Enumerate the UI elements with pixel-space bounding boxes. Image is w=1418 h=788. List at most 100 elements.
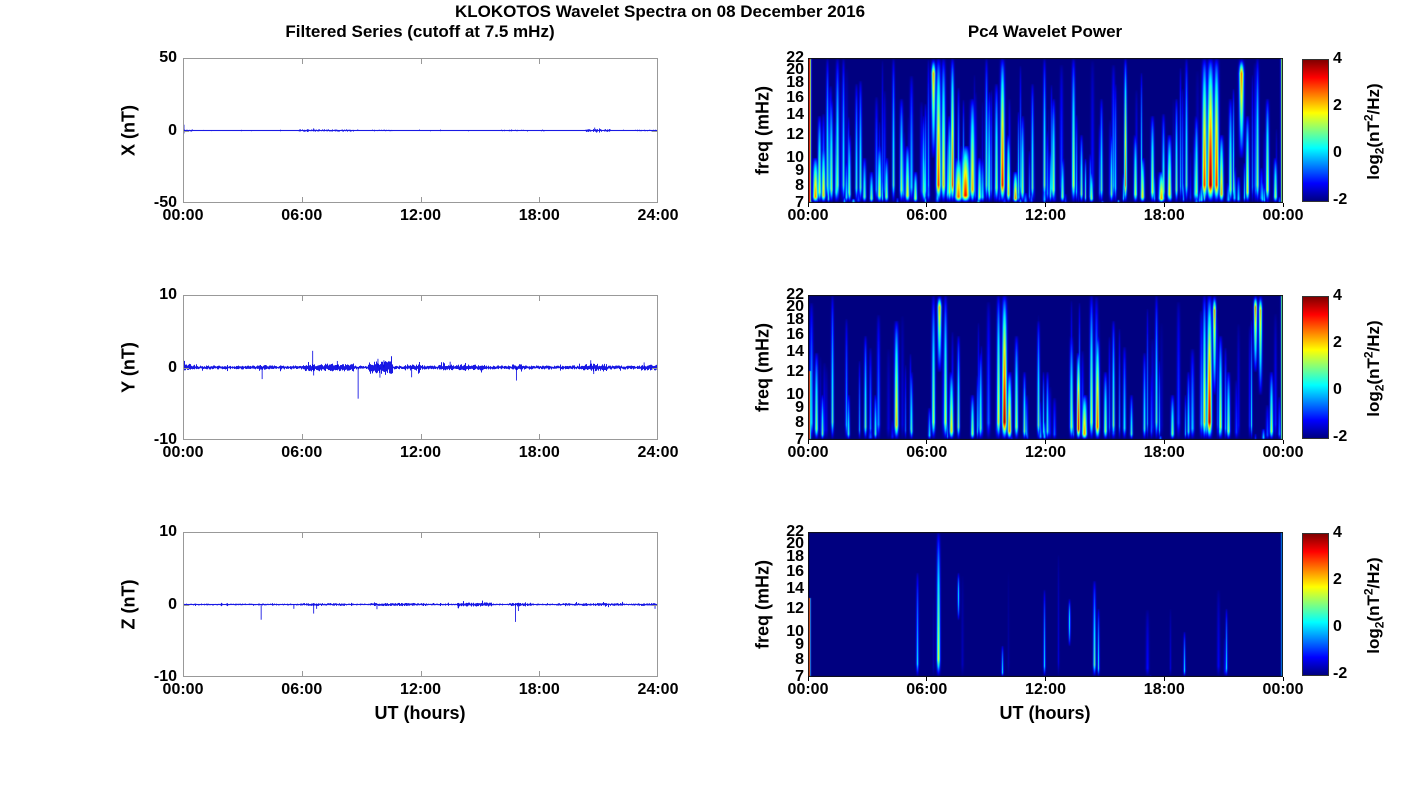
colorbar-tick-label: 4: [1333, 50, 1342, 67]
colorbar-label-part: 2: [1372, 147, 1387, 154]
freq-tick-label: 20: [786, 535, 804, 553]
x-tick-label: 00:00: [1262, 681, 1304, 698]
y-tick-label: -10: [153, 668, 177, 685]
ts-x-plot: [183, 58, 658, 203]
y-axis-label: Z (nT): [118, 579, 139, 629]
ts-y-plot: [183, 295, 658, 440]
x-tick-label: 18:00: [518, 207, 560, 224]
freq-tick-label: 9: [795, 399, 804, 417]
colorbar-tick-label: 2: [1333, 97, 1342, 114]
wavelet-y-heatmap: [808, 295, 1283, 440]
colorbar-tick-label: -2: [1333, 428, 1348, 445]
y-tick-label: 0: [168, 358, 177, 376]
x-tick-label: 06:00: [906, 681, 948, 698]
freq-tick-label: 10: [786, 385, 804, 403]
x-tick-label: 06:00: [281, 207, 323, 224]
y-axis-label: X (nT): [118, 104, 139, 156]
freq-axis-label: freq (mHz): [752, 559, 773, 649]
freq-tick-label: 22: [786, 286, 804, 303]
colorbar-label-part: log: [1364, 153, 1384, 180]
freq-tick-label: 16: [786, 563, 804, 581]
colorbar-wavelet-x: [1302, 59, 1329, 202]
freq-tick-label: 20: [786, 61, 804, 79]
wavelet-z-heatmap: [808, 532, 1283, 677]
y-tick-label: 10: [159, 286, 177, 303]
x-tick-label: 24:00: [637, 681, 679, 698]
x-tick-mark: [1045, 203, 1046, 207]
y-tick-label: 0: [168, 121, 177, 139]
freq-tick-label: 8: [795, 651, 804, 669]
colorbar-tick-label: 4: [1333, 287, 1342, 304]
y-tick-label: 50: [159, 49, 177, 66]
left-column-title: Filtered Series (cutoff at 7.5 mHz): [285, 22, 555, 41]
x-tick-label: 12:00: [1025, 207, 1066, 224]
colorbar-tick-label: -2: [1333, 191, 1348, 208]
x-tick-label: 12:00: [400, 207, 441, 224]
freq-tick-label: 16: [786, 326, 804, 344]
freq-tick-label: 14: [786, 580, 804, 598]
x-tick-label: 06:00: [906, 207, 948, 224]
y-axis-label: Y (nT): [118, 341, 139, 393]
right-x-axis-label: UT (hours): [999, 703, 1091, 723]
x-tick-label: 18:00: [1143, 207, 1185, 224]
colorbar-label-part: /Hz): [1364, 556, 1384, 588]
x-tick-label: 00:00: [162, 681, 204, 698]
x-tick-label: 06:00: [281, 444, 323, 461]
x-tick-mark: [807, 203, 809, 207]
colorbar-label-part: 2: [1361, 587, 1376, 595]
freq-tick-label: 10: [786, 622, 804, 640]
figure-title: KLOKOTOS Wavelet Spectra on 08 December …: [454, 2, 866, 21]
x-tick-label: 18:00: [1143, 444, 1185, 461]
freq-tick-label: 7: [795, 431, 804, 448]
colorbar-tick-label: -2: [1333, 665, 1348, 682]
x-tick-label: 00:00: [787, 444, 829, 461]
x-tick-label: 00:00: [162, 444, 204, 461]
x-tick-label: 12:00: [1025, 681, 1066, 698]
colorbar-tick-label: 0: [1333, 381, 1342, 398]
left-x-axis-label: UT (hours): [374, 703, 466, 723]
colorbar-tick-label: 0: [1333, 144, 1342, 161]
x-tick-label: 00:00: [162, 207, 204, 224]
x-tick-label: 18:00: [518, 681, 560, 698]
x-tick-mark: [926, 203, 928, 207]
freq-tick-label: 22: [786, 523, 804, 540]
x-tick-mark: [1163, 677, 1165, 681]
colorbar-tick-label: 4: [1333, 524, 1342, 541]
x-tick-label: 18:00: [1143, 681, 1185, 698]
x-tick-mark: [1282, 440, 1284, 444]
colorbar-label-part: (nT: [1364, 120, 1384, 148]
colorbar-label-part: log: [1364, 390, 1384, 417]
x-tick-label: 00:00: [1262, 444, 1304, 461]
x-tick-mark: [1282, 203, 1284, 207]
x-tick-mark: [807, 440, 809, 444]
freq-tick-label: 7: [795, 194, 804, 211]
colorbar-wavelet-y: [1302, 296, 1329, 439]
freq-axis-label: freq (mHz): [752, 85, 773, 175]
x-tick-mark: [807, 677, 809, 681]
y-tick-label: 10: [159, 523, 177, 540]
colorbar-label-part: (nT: [1364, 594, 1384, 622]
freq-tick-label: 7: [795, 668, 804, 685]
y-tick-label: 0: [168, 595, 177, 613]
freq-tick-label: 22: [786, 49, 804, 66]
right-column-title: Pc4 Wavelet Power: [967, 22, 1123, 41]
colorbar-label-part: 2: [1361, 113, 1376, 121]
freq-tick-label: 9: [795, 162, 804, 180]
freq-tick-label: 16: [786, 89, 804, 107]
freq-tick-label: 18: [786, 311, 804, 329]
x-tick-mark: [1163, 440, 1165, 444]
x-tick-mark: [926, 677, 928, 681]
colorbar-tick-label: 2: [1333, 571, 1342, 588]
x-tick-label: 12:00: [400, 681, 441, 698]
freq-tick-label: 18: [786, 74, 804, 92]
colorbar-tick-label: 2: [1333, 334, 1342, 351]
x-tick-label: 06:00: [906, 444, 948, 461]
x-tick-mark: [1045, 677, 1046, 681]
x-tick-mark: [1045, 440, 1046, 444]
freq-tick-label: 14: [786, 106, 804, 124]
x-tick-label: 12:00: [1025, 444, 1066, 461]
colorbar-axis-label: log2(nT2/Hz): [1361, 298, 1386, 438]
freq-tick-label: 9: [795, 636, 804, 654]
x-tick-mark: [926, 440, 928, 444]
